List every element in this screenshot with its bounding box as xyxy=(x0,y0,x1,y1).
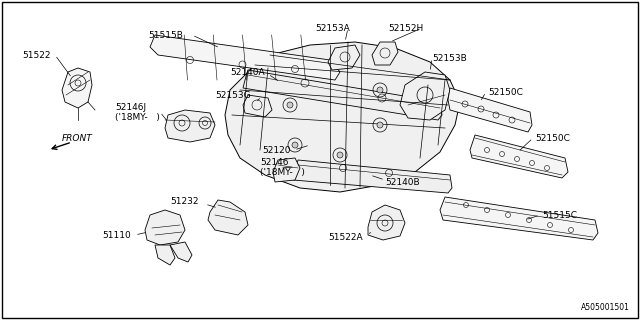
Text: ('18MY-   ): ('18MY- ) xyxy=(260,167,305,177)
Text: 51515B: 51515B xyxy=(148,30,183,39)
Text: ('18MY-   ): ('18MY- ) xyxy=(115,113,160,122)
Text: 51522: 51522 xyxy=(22,51,51,60)
Text: 51110: 51110 xyxy=(102,230,131,239)
Polygon shape xyxy=(208,200,248,235)
Text: FRONT: FRONT xyxy=(62,133,93,142)
Circle shape xyxy=(292,142,298,148)
Polygon shape xyxy=(448,88,532,132)
Polygon shape xyxy=(368,205,405,240)
Polygon shape xyxy=(372,42,398,65)
Polygon shape xyxy=(400,72,450,120)
Text: 51515C: 51515C xyxy=(542,211,577,220)
Polygon shape xyxy=(440,197,598,240)
Polygon shape xyxy=(225,42,460,192)
Text: 52153A: 52153A xyxy=(315,23,349,33)
Text: 51522A: 51522A xyxy=(328,234,363,243)
Polygon shape xyxy=(155,245,175,265)
Text: 52153B: 52153B xyxy=(432,53,467,62)
Text: 52140A: 52140A xyxy=(230,68,264,76)
Text: A505001501: A505001501 xyxy=(581,303,630,312)
Circle shape xyxy=(377,122,383,128)
Polygon shape xyxy=(170,242,192,262)
Text: 52146: 52146 xyxy=(260,157,289,166)
Polygon shape xyxy=(243,70,442,120)
Polygon shape xyxy=(150,35,340,80)
Text: 52146J: 52146J xyxy=(115,102,146,111)
Text: 52140B: 52140B xyxy=(385,178,420,187)
Polygon shape xyxy=(273,158,300,182)
Polygon shape xyxy=(145,210,185,245)
Polygon shape xyxy=(165,110,215,142)
Text: 51232: 51232 xyxy=(170,197,198,206)
Text: 52120: 52120 xyxy=(262,146,291,155)
Circle shape xyxy=(377,87,383,93)
Text: 52150C: 52150C xyxy=(488,87,523,97)
Text: 52153G: 52153G xyxy=(215,91,251,100)
Text: 52152H: 52152H xyxy=(388,23,423,33)
Polygon shape xyxy=(293,160,452,193)
Circle shape xyxy=(337,152,343,158)
Circle shape xyxy=(287,102,293,108)
Polygon shape xyxy=(62,68,92,108)
Polygon shape xyxy=(328,45,360,70)
Text: 52150C: 52150C xyxy=(535,133,570,142)
Polygon shape xyxy=(243,95,272,117)
Polygon shape xyxy=(470,135,568,178)
